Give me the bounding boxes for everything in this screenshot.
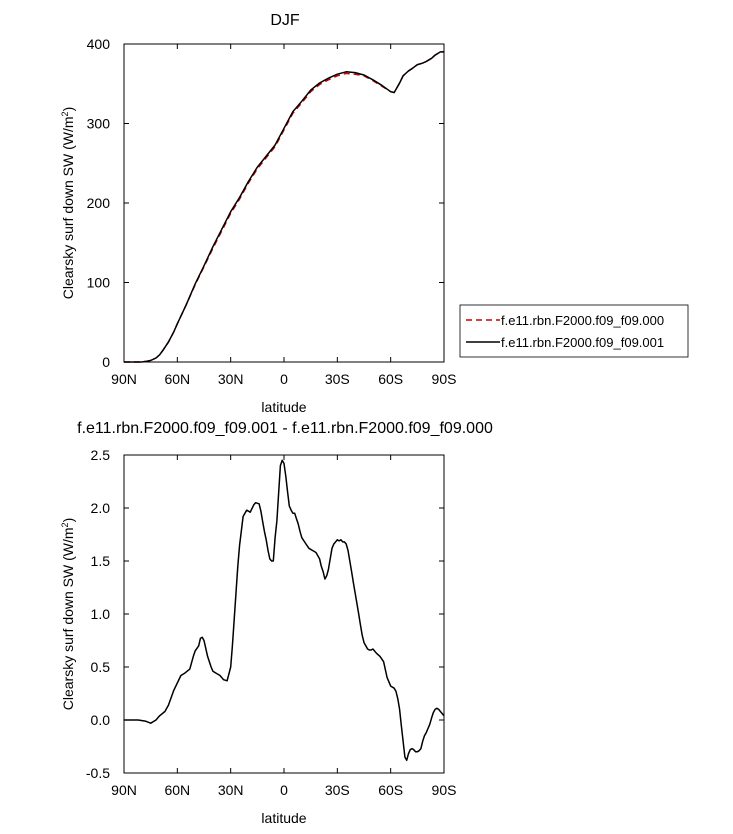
y-axis-label-main: Clearsky surf down SW (W/m xyxy=(60,527,76,710)
x-tick-label: 60N xyxy=(164,782,190,798)
y-tick-label: 100 xyxy=(87,275,111,291)
series-line-1 xyxy=(124,459,445,762)
x-tick-label: 30N xyxy=(218,371,244,387)
x-tick-label: 90S xyxy=(432,782,457,798)
y-axis-label-sup: 2 xyxy=(60,111,70,116)
axis-ticks: 90N 60N 30N 0 30S 60S 90S 0 100 200 300 400 xyxy=(87,36,457,387)
plot-frame xyxy=(123,454,445,774)
x-tick-label: 60N xyxy=(164,371,190,387)
y-tick-label: 2.5 xyxy=(91,447,111,463)
x-tick-label: 0 xyxy=(280,782,288,798)
y-tick-label: 0.0 xyxy=(91,712,111,728)
chart-title: DJF xyxy=(270,12,300,29)
x-axis-label: latitude xyxy=(261,810,306,826)
y-tick-label: 0.5 xyxy=(91,659,111,675)
y-axis-label: Clearsky surf down SW (W/m2) xyxy=(60,107,76,300)
plot-frame xyxy=(123,43,445,363)
series-lines xyxy=(124,51,444,363)
legend-label-series-1: f.e11.rbn.F2000.f09_f09.000 xyxy=(501,313,664,328)
y-tick-label: 300 xyxy=(87,116,111,132)
series-lines xyxy=(124,459,445,762)
y-tick-label: 1.5 xyxy=(91,553,111,569)
y-axis-label: Clearsky surf down SW (W/m2) xyxy=(60,518,76,711)
x-tick-label: 30S xyxy=(325,782,350,798)
x-tick-label: 0 xyxy=(280,371,288,387)
x-tick-label: 60S xyxy=(378,371,403,387)
legend-box xyxy=(459,304,689,358)
x-tick-label: 90N xyxy=(111,782,137,798)
series-line-2 xyxy=(124,51,444,363)
legend-label-series-2: f.e11.rbn.F2000.f09_f09.001 xyxy=(501,335,664,350)
x-axis-label: latitude xyxy=(261,399,306,415)
x-tick-label: 60S xyxy=(378,782,403,798)
y-tick-label: 1.0 xyxy=(91,606,111,622)
y-axis-label-main: Clearsky surf down SW (W/m xyxy=(60,116,76,299)
x-tick-label: 90N xyxy=(111,371,137,387)
x-tick-label: 90S xyxy=(432,371,457,387)
y-tick-label: 200 xyxy=(87,195,111,211)
x-tick-label: 30N xyxy=(218,782,244,798)
y-tick-label: 0 xyxy=(102,354,110,370)
y-tick-label: -0.5 xyxy=(86,765,110,781)
axis-ticks: 90N 60N 30N 0 30S 60S 90S -0.5 0.0 0.5 1.0 1.5 2.0 2.… xyxy=(86,447,457,798)
x-tick-label: 30S xyxy=(325,371,350,387)
series-line-1 xyxy=(124,51,444,363)
bottom-panel: f.e11.rbn.F2000.f09_f09.001 - f.e11.rbn.… xyxy=(60,420,493,826)
y-axis-label-close: ) xyxy=(60,518,76,523)
y-tick-label: 2.0 xyxy=(91,500,111,516)
y-tick-label: 400 xyxy=(87,36,111,52)
legend: f.e11.rbn.F2000.f09_f09.000 f.e11.rbn.F2… xyxy=(459,304,689,358)
y-axis-label-sup: 2 xyxy=(60,522,70,527)
y-axis-label-close: ) xyxy=(60,107,76,112)
chart-title: f.e11.rbn.F2000.f09_f09.001 - f.e11.rbn.… xyxy=(77,420,493,437)
top-panel: DJF 90N 60N 30N 0 30S 60S 90S 0 100 200 300 400 lat… xyxy=(60,12,456,415)
